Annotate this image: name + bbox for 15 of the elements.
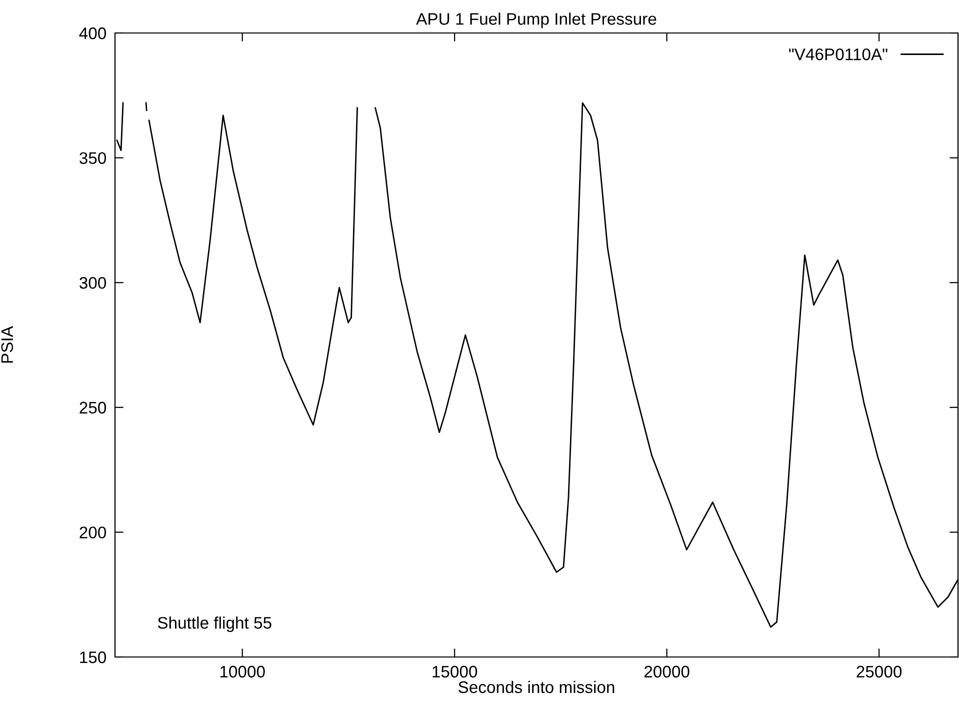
x-tick-label: 20000: [644, 666, 690, 678]
x-tick-label: 10000: [220, 666, 265, 678]
x-tick-label: 25000: [856, 666, 902, 678]
annotation: Shuttle flight 55: [158, 616, 272, 632]
y-axis-title: PSIA: [1, 326, 14, 363]
chart-title: APU 1 Fuel Pump Inlet Pressure: [416, 12, 656, 28]
y-tick-label: 300: [79, 277, 106, 289]
y-tick-label: 250: [80, 402, 106, 414]
x-tick-label: 15000: [432, 666, 478, 678]
y-tick-label: 200: [80, 526, 106, 538]
x-axis-title: Seconds into mission: [458, 680, 614, 694]
y-tick-label: 350: [79, 152, 106, 164]
y-tick-label: 150: [80, 651, 106, 664]
legend-label: "V46P0110A": [789, 48, 888, 60]
y-tick-label: 400: [79, 27, 106, 40]
